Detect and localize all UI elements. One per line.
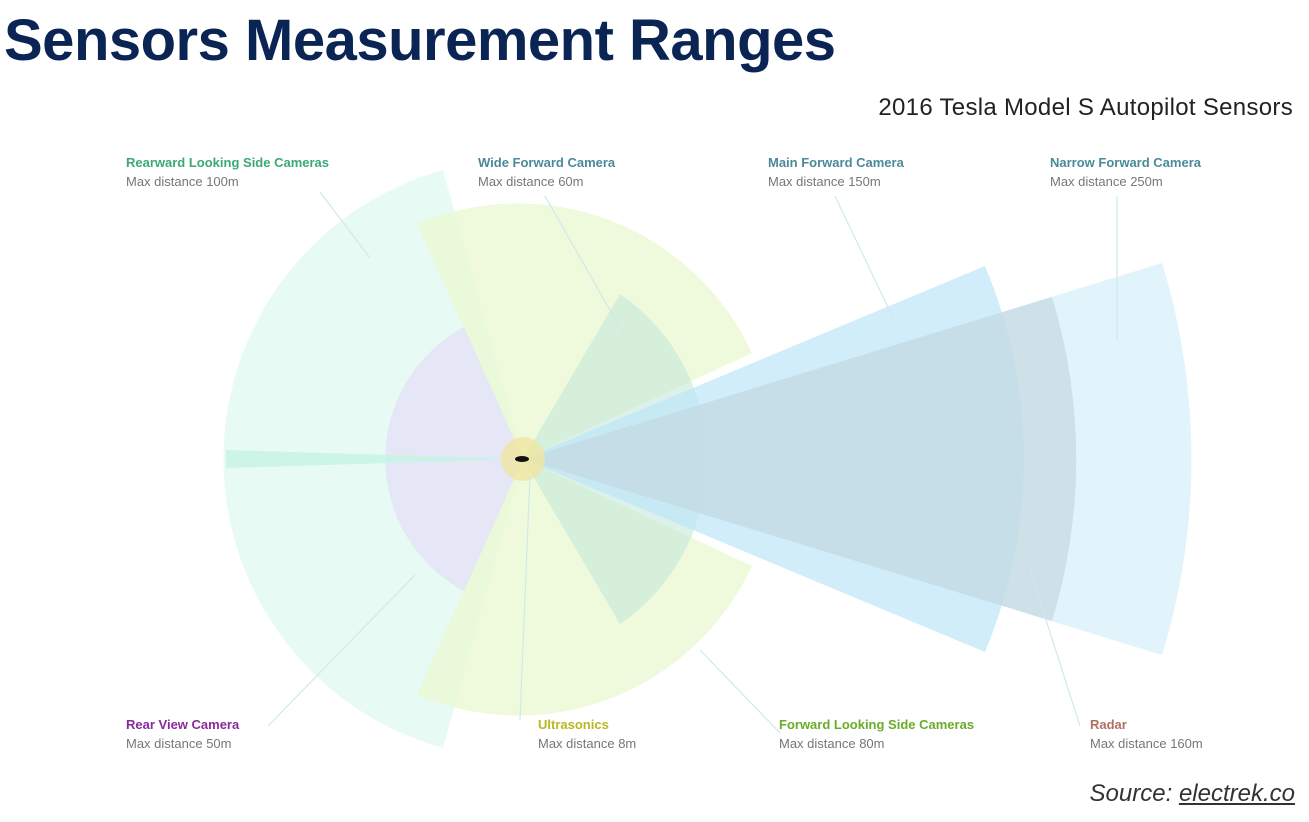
sensor-name: Rearward Looking Side Cameras xyxy=(126,155,330,170)
label-narrow-forward-camera: Narrow Forward Camera Max distance 250m xyxy=(1050,153,1201,191)
leader-wide-forward xyxy=(544,195,628,341)
sensor-distance: Max distance 80m xyxy=(779,736,885,751)
leader-ultrasonics xyxy=(519,474,531,721)
label-wide-forward-camera: Wide Forward Camera Max distance 60m xyxy=(478,153,615,191)
forward-side-cameras-range-upper xyxy=(417,203,752,459)
label-rearward-side-cameras: Rearward Looking Side Cameras Max distan… xyxy=(126,153,329,191)
sensor-distance: Max distance 100m xyxy=(126,174,239,189)
page-title: Sensors Measurement Ranges xyxy=(4,8,836,73)
sensor-distance: Max distance 250m xyxy=(1050,174,1163,189)
sensor-name: Wide Forward Camera xyxy=(478,155,616,170)
narrow-forward-camera-range xyxy=(523,263,1192,655)
leader-main-forward xyxy=(834,195,896,323)
label-rear-view-camera: Rear View Camera Max distance 50m xyxy=(126,715,239,753)
diagram-subtitle: 2016 Tesla Model S Autopilot Sensors xyxy=(878,94,1293,121)
sensor-name: Forward Looking Side Cameras xyxy=(779,717,975,732)
sensor-distance: Max distance 8m xyxy=(538,736,637,751)
source-prefix: Source: xyxy=(1089,780,1179,807)
sensor-name: Rear View Camera xyxy=(126,717,240,732)
rear-side-streak xyxy=(226,450,523,468)
leader-radar xyxy=(1029,569,1081,727)
source-link[interactable]: electrek.co xyxy=(1178,780,1295,807)
sensor-name: Main Forward Camera xyxy=(768,155,904,170)
label-radar: Radar Max distance 160m xyxy=(1090,715,1203,753)
sensor-name: Radar xyxy=(1090,717,1127,732)
leader-lines xyxy=(267,191,1118,734)
label-forward-side-cameras: Forward Looking Side Cameras Max distanc… xyxy=(779,715,974,753)
leader-rear-view xyxy=(267,574,416,727)
radar-range xyxy=(523,297,1077,621)
source-credit: Source: electrek.co xyxy=(1090,780,1295,808)
sensor-distance: Max distance 160m xyxy=(1090,736,1203,751)
sensor-distance: Max distance 60m xyxy=(478,174,584,189)
leader-rearward-side xyxy=(319,191,371,259)
leader-forward-side xyxy=(699,649,781,734)
label-ultrasonics: Ultrasonics Max distance 8m xyxy=(538,715,636,753)
sensor-distance: Max distance 50m xyxy=(126,736,232,751)
sensor-name: Ultrasonics xyxy=(538,717,609,732)
sensor-name: Narrow Forward Camera xyxy=(1050,155,1201,170)
car-icon xyxy=(515,456,529,462)
sensor-distance: Max distance 150m xyxy=(768,174,881,189)
forward-side-cameras-range-lower xyxy=(417,459,752,716)
label-main-forward-camera: Main Forward Camera Max distance 150m xyxy=(768,153,904,191)
